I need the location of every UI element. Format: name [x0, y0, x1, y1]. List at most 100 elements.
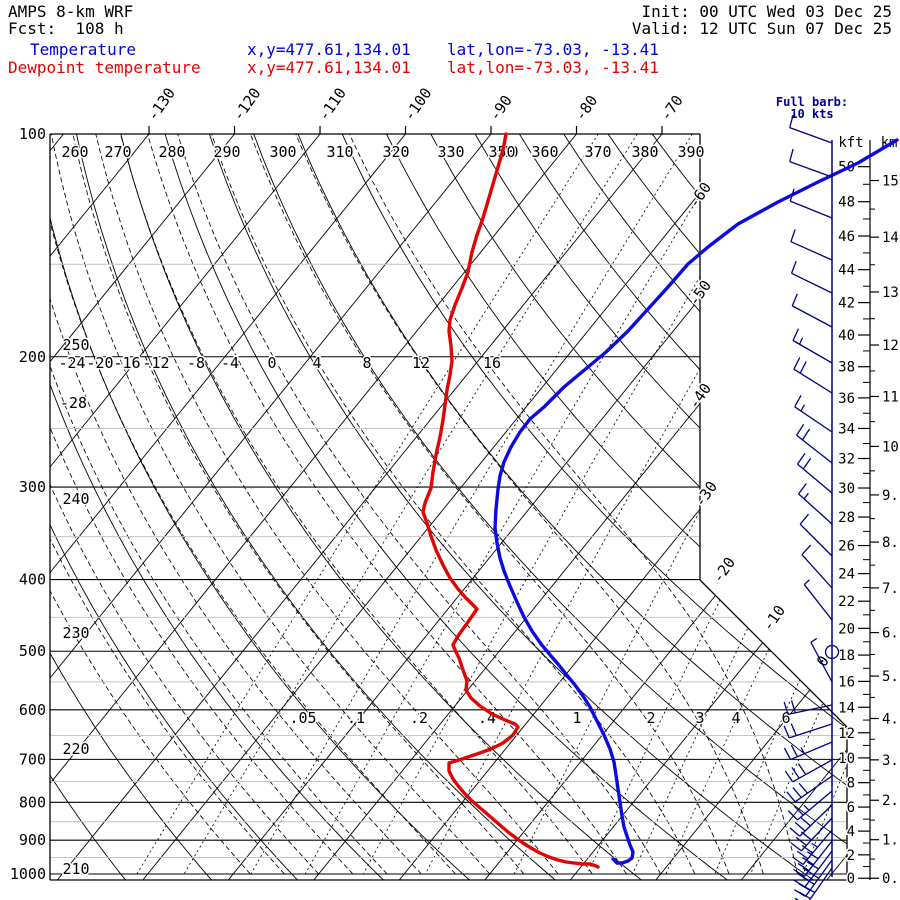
temperature-legend-label: Temperature	[30, 40, 136, 59]
mixing-ratio-label: .1	[347, 709, 365, 727]
kft-tick-label: 30	[838, 481, 855, 497]
isotherm-label-right: -10	[759, 602, 789, 635]
kft-tick-label: 38	[838, 360, 855, 376]
pressure-grid	[50, 263, 847, 875]
isotherm-label-right: -40	[685, 380, 715, 413]
wind-barbs	[783, 114, 840, 900]
theta-label-left: 210	[62, 860, 89, 878]
isotherm-label-top: -80	[571, 92, 601, 125]
moist-adiabat-label: 8	[362, 354, 371, 372]
kft-tick-label: 48	[838, 195, 855, 211]
theta-label-top: 330	[437, 143, 464, 161]
kft-tick-label: 28	[838, 510, 855, 526]
dewpoint-curve	[421, 132, 600, 869]
pressure-label: 400	[19, 571, 46, 589]
pressure-label: 700	[19, 750, 46, 768]
pressure-label: 200	[19, 348, 46, 366]
kft-tick-label: 10	[838, 751, 855, 767]
km-tick-label: 6.	[882, 626, 899, 642]
kft-tick-label: 22	[838, 594, 855, 610]
mixing-ratio-label: 1	[572, 709, 581, 727]
km-tick-label: 13.	[882, 285, 900, 301]
pressure-label: 800	[19, 793, 46, 811]
km-tick-label: 5.	[882, 669, 899, 685]
theta-label-left: 220	[62, 740, 89, 758]
theta-label-top: 320	[382, 143, 409, 161]
pressure-label: 900	[19, 831, 46, 849]
kft-tick-label: 36	[838, 391, 855, 407]
isotherm-label-right: -60	[685, 179, 715, 212]
mixing-ratio-label: .05	[289, 709, 316, 727]
kft-tick-label: 18	[838, 648, 855, 664]
kft-tick-label: 12	[838, 726, 855, 742]
theta-label-top: 280	[158, 143, 185, 161]
kft-tick-label: 2	[847, 848, 855, 864]
kft-tick-label: 20	[838, 621, 855, 637]
km-tick-label: 10.	[882, 439, 900, 455]
temperature-curve	[493, 138, 899, 865]
plot-border	[49, 133, 848, 881]
init-time-label: Init: 00 UTC Wed 03 Dec 25	[641, 2, 892, 21]
kft-tick-label: 4	[847, 824, 855, 840]
mixing-ratio-label: 4	[731, 709, 740, 727]
km-tick-label: 12.	[882, 338, 900, 354]
km-tick-label: 8.	[882, 535, 899, 551]
kft-tick-label: 32	[838, 452, 855, 468]
moist-adiabat-label: -16	[113, 354, 140, 372]
theta-label-top: 290	[213, 143, 240, 161]
kft-tick-label: 16	[838, 674, 855, 690]
moist-adiabat-label: 16	[483, 354, 501, 372]
theta-label-top: 360	[531, 143, 558, 161]
moist-adiabat-label: -8	[187, 354, 205, 372]
pressure-label: 100	[19, 125, 46, 143]
moist-adiabat-label: -24	[58, 354, 85, 372]
dewpoint-xy-readout: x,y=477.61,134.01	[247, 58, 411, 77]
theta-label-top: 340	[491, 143, 518, 161]
km-tick-label: 0.	[882, 871, 899, 887]
isotherm-label-top: -110	[315, 84, 350, 124]
temperature-latlon-readout: lat,lon=-73.03, -13.41	[447, 40, 659, 59]
altitude-axis: kft km02468101214161820222426283032343638…	[837, 134, 900, 889]
moist-adiabat-label: 0	[267, 354, 276, 372]
valid-time-label: Valid: 12 UTC Sun 07 Dec 25	[631, 19, 892, 38]
km-tick-label: 7.	[882, 581, 899, 597]
pressure-label: 500	[19, 642, 46, 660]
isotherm-label-top: -120	[229, 84, 264, 124]
theta-label-left: 250	[62, 336, 89, 354]
theta-label-top: 300	[269, 143, 296, 161]
mixing-ratio-label: 3	[695, 709, 704, 727]
mixing-ratio-label: 6	[781, 709, 790, 727]
forecast-hour-label: Fcst: 108 h	[8, 19, 124, 38]
kft-tick-label: 44	[838, 263, 855, 279]
model-title: AMPS 8-km WRF	[8, 2, 134, 21]
moist-adiabat-label: -4	[221, 354, 239, 372]
theta-label-top: 260	[61, 143, 88, 161]
background-grid	[50, 134, 847, 880]
theta-label-top: 380	[631, 143, 658, 161]
calm-wind-circle	[824, 644, 840, 660]
kft-tick-label: 40	[838, 328, 855, 344]
isotherm-label-right: -50	[685, 277, 715, 310]
kft-tick-label: 34	[838, 421, 855, 437]
km-tick-label: 9.	[882, 488, 899, 504]
isotherm-label-right: 0	[813, 652, 833, 670]
moist-adiabat-label: -12	[142, 354, 169, 372]
theta-label-top: 310	[326, 143, 353, 161]
moist-adiabat-label: -28	[60, 394, 87, 412]
theta-label-top: 370	[584, 143, 611, 161]
kft-axis-title: kft	[838, 135, 863, 151]
theta-label-top: 390	[677, 143, 704, 161]
kft-tick-label: 24	[838, 567, 855, 583]
km-tick-label: 15.	[882, 174, 900, 190]
isotherm-label-top: -90	[486, 92, 516, 125]
moist-adiabat-label: 12	[412, 354, 430, 372]
theta-label-top: 270	[104, 143, 131, 161]
full-barb-note: Full barb: 10 kts	[775, 95, 849, 121]
isotherm-label-right: -20	[709, 554, 739, 587]
pressure-label: 1000	[10, 865, 46, 883]
kft-tick-label: 0	[847, 871, 855, 887]
theta-label-left: 230	[62, 624, 89, 642]
